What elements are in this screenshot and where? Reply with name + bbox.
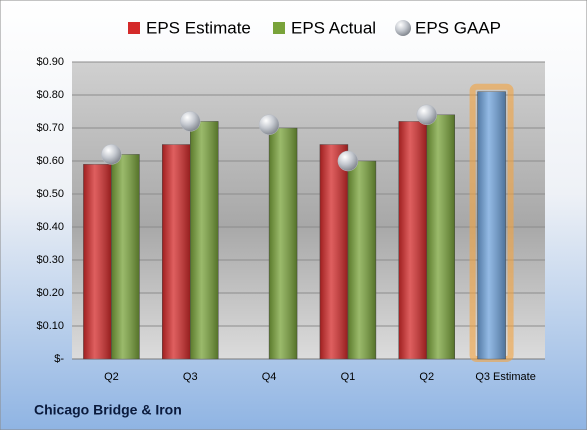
bar-shade [398,121,427,360]
x-tick-label: Q2 [104,371,119,383]
plot-area [72,62,545,359]
bar-shade [426,114,455,359]
legend-marker [395,20,411,36]
y-tick-label: $0.50 [36,188,64,200]
bar-shade [111,154,140,359]
y-tick-label: $0.70 [36,122,64,134]
x-tick-label: Q3 Estimate [475,371,536,383]
x-tick-label: Q4 [262,371,277,383]
y-tick-label: $0.40 [36,221,64,233]
x-tick-label: Q2 [419,371,434,383]
legend-marker [128,22,140,34]
y-tick-label: $- [54,353,64,365]
y-tick-label: $0.10 [36,320,64,332]
marker [180,111,201,132]
y-tick-label: $0.30 [36,254,64,266]
y-tick-label: $0.80 [36,89,64,101]
legend-marker [273,22,285,34]
bar-shade [347,161,376,359]
marker [101,144,122,165]
legend-label: EPS Estimate [146,18,251,37]
chart-title: Chicago Bridge & Iron [34,402,182,418]
bar-shade [269,128,298,359]
x-tick-label: Q3 [183,371,198,383]
y-tick-label: $0.90 [36,56,64,68]
bar-shade [83,164,112,359]
bar-shade [162,144,191,359]
legend-label: EPS GAAP [415,18,501,37]
marker [416,104,437,126]
y-tick-label: $0.20 [36,287,64,299]
y-tick-label: $0.60 [36,155,64,167]
marker [337,150,359,172]
x-tick-label: Q1 [341,371,356,383]
marker [258,114,280,135]
bar-shade [477,91,506,359]
legend-label: EPS Actual [291,18,376,37]
bar-shade [319,144,348,359]
bar-shade [190,121,219,360]
